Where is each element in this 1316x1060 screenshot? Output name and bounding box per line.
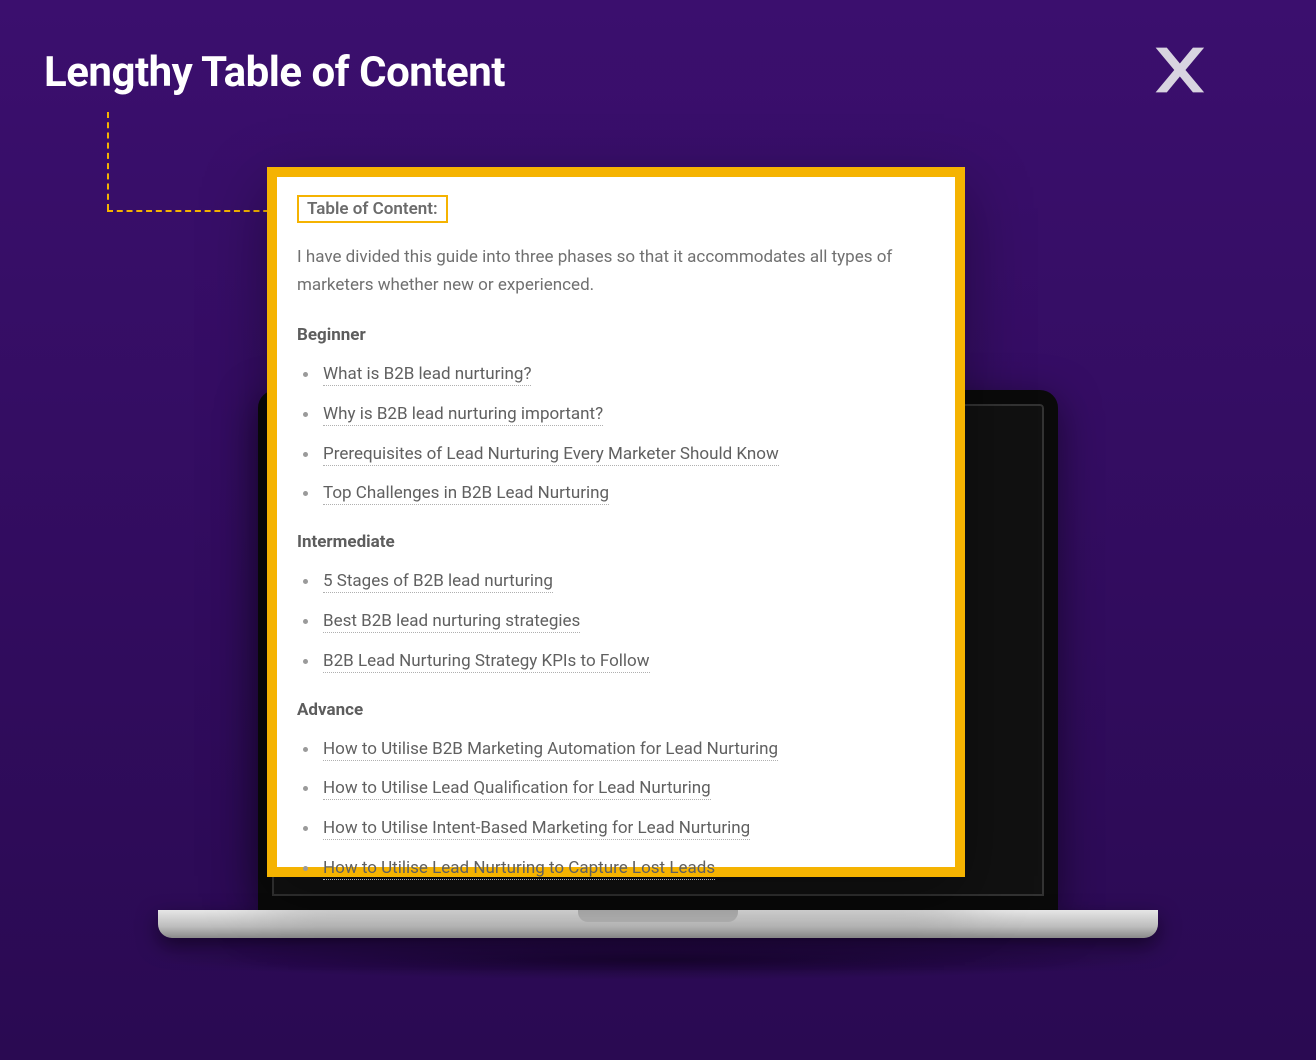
toc-link[interactable]: What is B2B lead nurturing? <box>323 364 531 386</box>
toc-link[interactable]: Top Challenges in B2B Lead Nurturing <box>323 483 609 505</box>
list-item: How to Utilise Lead Qualification for Le… <box>297 777 929 801</box>
toc-link[interactable]: How to Utilise B2B Marketing Automation … <box>323 739 778 761</box>
list-item: Top Challenges in B2B Lead Nurturing <box>297 482 929 506</box>
toc-intro-text: I have divided this guide into three pha… <box>297 243 929 299</box>
toc-link[interactable]: Why is B2B lead nurturing important? <box>323 404 603 426</box>
callout-connector-vertical <box>107 112 109 210</box>
toc-list-beginner: What is B2B lead nurturing? Why is B2B l… <box>297 363 929 506</box>
toc-section-title-intermediate: Intermediate <box>297 532 929 552</box>
toc-section-intermediate: Intermediate 5 Stages of B2B lead nurtur… <box>297 532 929 673</box>
toc-link[interactable]: How to Utilise Lead Qualification for Le… <box>323 778 711 800</box>
toc-link[interactable]: How to Utilise Lead Nurturing to Capture… <box>323 858 715 880</box>
list-item: Why is B2B lead nurturing important? <box>297 403 929 427</box>
toc-link[interactable]: B2B Lead Nurturing Strategy KPIs to Foll… <box>323 651 650 673</box>
toc-section-title-beginner: Beginner <box>297 325 929 345</box>
toc-section-title-advance: Advance <box>297 700 929 720</box>
page-title: Lengthy Table of Content <box>44 48 505 97</box>
toc-section-beginner: Beginner What is B2B lead nurturing? Why… <box>297 325 929 506</box>
list-item: How to Utilise Intent-Based Marketing fo… <box>297 817 929 841</box>
toc-heading: Table of Content: <box>297 195 448 223</box>
toc-link[interactable]: How to Utilise Intent-Based Marketing fo… <box>323 818 750 840</box>
list-item: How to Utilise B2B Marketing Automation … <box>297 738 929 762</box>
list-item: How to Utilise Lead Nurturing to Capture… <box>297 857 929 881</box>
toc-list-intermediate: 5 Stages of B2B lead nurturing Best B2B … <box>297 570 929 673</box>
list-item: Best B2B lead nurturing strategies <box>297 610 929 634</box>
toc-link[interactable]: 5 Stages of B2B lead nurturing <box>323 571 553 593</box>
toc-list-advance: How to Utilise B2B Marketing Automation … <box>297 738 929 881</box>
list-item: B2B Lead Nurturing Strategy KPIs to Foll… <box>297 650 929 674</box>
toc-link[interactable]: Best B2B lead nurturing strategies <box>323 611 580 633</box>
laptop-shadow <box>158 940 1158 980</box>
laptop-trackpad-notch <box>578 910 738 922</box>
brand-logo-icon <box>1150 42 1206 98</box>
table-of-contents-card: Table of Content: I have divided this gu… <box>267 167 965 877</box>
list-item: What is B2B lead nurturing? <box>297 363 929 387</box>
callout-connector-horizontal <box>107 210 279 212</box>
toc-link[interactable]: Prerequisites of Lead Nurturing Every Ma… <box>323 444 779 466</box>
list-item: Prerequisites of Lead Nurturing Every Ma… <box>297 443 929 467</box>
laptop-base <box>158 910 1158 938</box>
toc-section-advance: Advance How to Utilise B2B Marketing Aut… <box>297 700 929 881</box>
list-item: 5 Stages of B2B lead nurturing <box>297 570 929 594</box>
